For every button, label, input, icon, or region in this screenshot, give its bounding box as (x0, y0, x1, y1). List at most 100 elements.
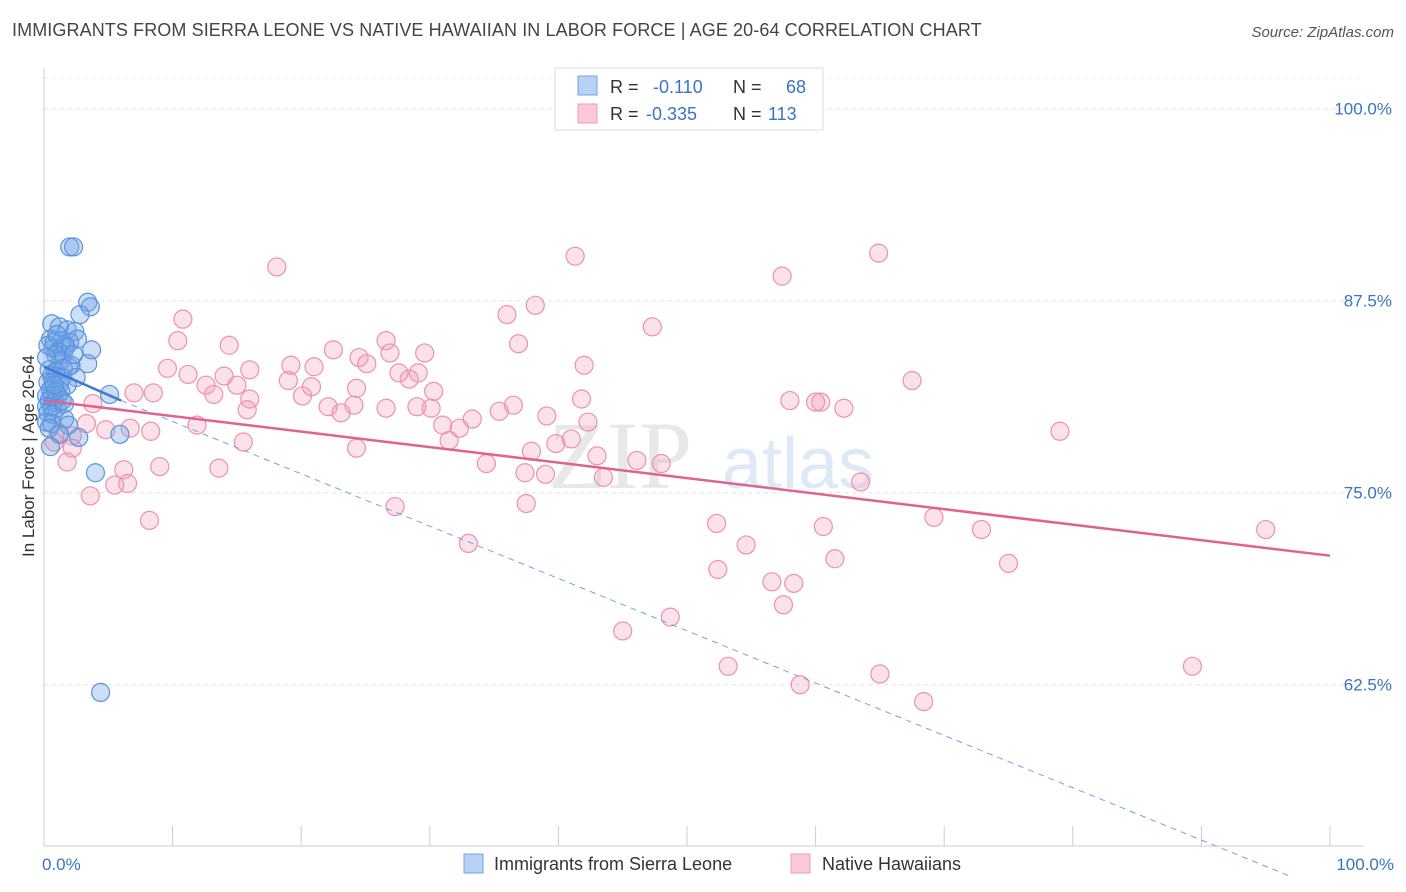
pink-point-85 (593, 467, 614, 487)
pink-point-69 (561, 429, 581, 449)
blue-point-1 (63, 237, 84, 257)
pink-point-68 (546, 433, 566, 454)
pink-point-6 (173, 309, 193, 329)
x-tick-label-1: 100.0% (1336, 855, 1394, 874)
blue-point-59 (110, 424, 130, 444)
pink-point-87 (105, 475, 125, 495)
pink-point-1 (565, 246, 585, 266)
pink-point-101 (708, 559, 728, 580)
pink-point-49 (834, 398, 854, 418)
pink-point-77 (651, 453, 671, 474)
pink-point-10 (376, 331, 396, 351)
blue-trend-extension (120, 400, 1292, 878)
pink-point-44 (780, 390, 800, 411)
legend-n-value-2: 113 (768, 104, 797, 124)
pink-point-83 (515, 463, 535, 483)
pink-point-112 (870, 664, 890, 684)
y-tick-label-2: 75.0% (1344, 484, 1392, 503)
y-tick-label-0: 100.0% (1334, 100, 1392, 119)
pink-point-47 (237, 400, 257, 420)
pink-point-52 (421, 398, 441, 418)
blue-point-61 (85, 463, 106, 483)
pink-point-5 (497, 304, 517, 325)
pink-point-92 (706, 513, 727, 534)
pink-point-45 (902, 370, 922, 391)
pink-point-110 (914, 692, 934, 712)
pink-point-41 (376, 398, 396, 418)
pink-point-88 (80, 486, 100, 506)
pink-point-36 (292, 386, 313, 406)
pink-point-100 (825, 549, 845, 569)
pink-point-38 (571, 389, 592, 409)
pink-point-78 (57, 452, 77, 472)
bottom-legend-label-pink: Native Hawaiians (822, 854, 961, 874)
pink-point-111 (1182, 656, 1202, 676)
pink-point-109 (790, 675, 810, 695)
pink-point-35 (204, 384, 224, 405)
pink-point-11 (219, 335, 239, 355)
series-immigrants-sierra-leone (36, 237, 130, 703)
pink-point-62 (96, 420, 116, 440)
pink-point-67 (439, 430, 459, 451)
chart-title: IMMIGRANTS FROM SIERRA LEONE VS NATIVE H… (12, 20, 982, 40)
trend-lines (43, 365, 1331, 878)
pink-point-102 (998, 553, 1019, 573)
pink-point-75 (587, 446, 607, 466)
pink-point-97 (139, 510, 160, 530)
pink-point-16 (357, 354, 377, 374)
x-tick-label-0: 0.0% (42, 855, 81, 874)
pink-point-17 (281, 355, 301, 375)
pink-point-84 (535, 464, 556, 484)
axes (43, 68, 1364, 847)
blue-point-65 (63, 344, 84, 365)
pink-point-31 (346, 378, 367, 398)
blue-point-62 (90, 682, 111, 703)
source-label: Source: ZipAtlas.com (1251, 24, 1394, 41)
pink-point-96 (1256, 519, 1276, 540)
pink-point-48 (805, 392, 826, 412)
series-native-hawaiians (44, 243, 1276, 712)
pink-point-106 (660, 607, 680, 627)
legend-swatch-blue (577, 75, 598, 96)
blue-point-4 (70, 304, 90, 325)
legend-n-value-1: 68 (786, 77, 806, 97)
bottom-legend-label-blue: Immigrants from Sierra Leone (494, 854, 732, 874)
pink-point-91 (385, 496, 405, 517)
grid (44, 77, 1364, 686)
pink-point-108 (718, 656, 738, 676)
blue-point-58 (69, 427, 89, 448)
legend-r-value-2: -0.335 (646, 104, 697, 124)
legend-n-label-2: N = (733, 104, 762, 124)
pink-point-32 (424, 381, 444, 401)
pink-point-14 (415, 343, 435, 363)
watermark-zip: ZIP (548, 402, 692, 509)
pink-point-22 (178, 364, 198, 385)
blue-trend-line (43, 365, 122, 402)
pink-point-19 (240, 360, 260, 380)
pink-point-51 (331, 403, 351, 423)
legend-r-label-1: R = (610, 77, 639, 97)
pink-point-43 (503, 395, 523, 415)
pink-point-99 (736, 535, 756, 555)
pink-point-80 (209, 458, 229, 478)
legend: R = -0.110 N = 68 R = -0.335 N = 113 (554, 67, 824, 131)
pink-point-94 (971, 519, 992, 540)
blue-point-63 (36, 347, 57, 368)
pink-point-60 (141, 421, 161, 441)
legend-r-value-1: -0.110 (653, 77, 703, 97)
pink-point-3 (772, 266, 792, 286)
pink-point-89 (516, 493, 536, 514)
pink-point-104 (784, 573, 804, 593)
y-tick-label-3: 62.5% (1344, 676, 1392, 695)
blue-point-60 (40, 437, 61, 457)
pink-point-4 (525, 295, 545, 315)
pink-point-95 (813, 516, 833, 537)
pink-point-42 (407, 397, 427, 417)
pink-point-107 (613, 621, 633, 641)
pink-point-79 (150, 457, 170, 477)
pink-point-64 (1050, 421, 1070, 441)
y-tick-label-1: 87.5% (1344, 292, 1392, 311)
blue-point-64 (47, 324, 67, 345)
pink-point-27 (278, 370, 298, 391)
pink-point-98 (458, 533, 478, 554)
